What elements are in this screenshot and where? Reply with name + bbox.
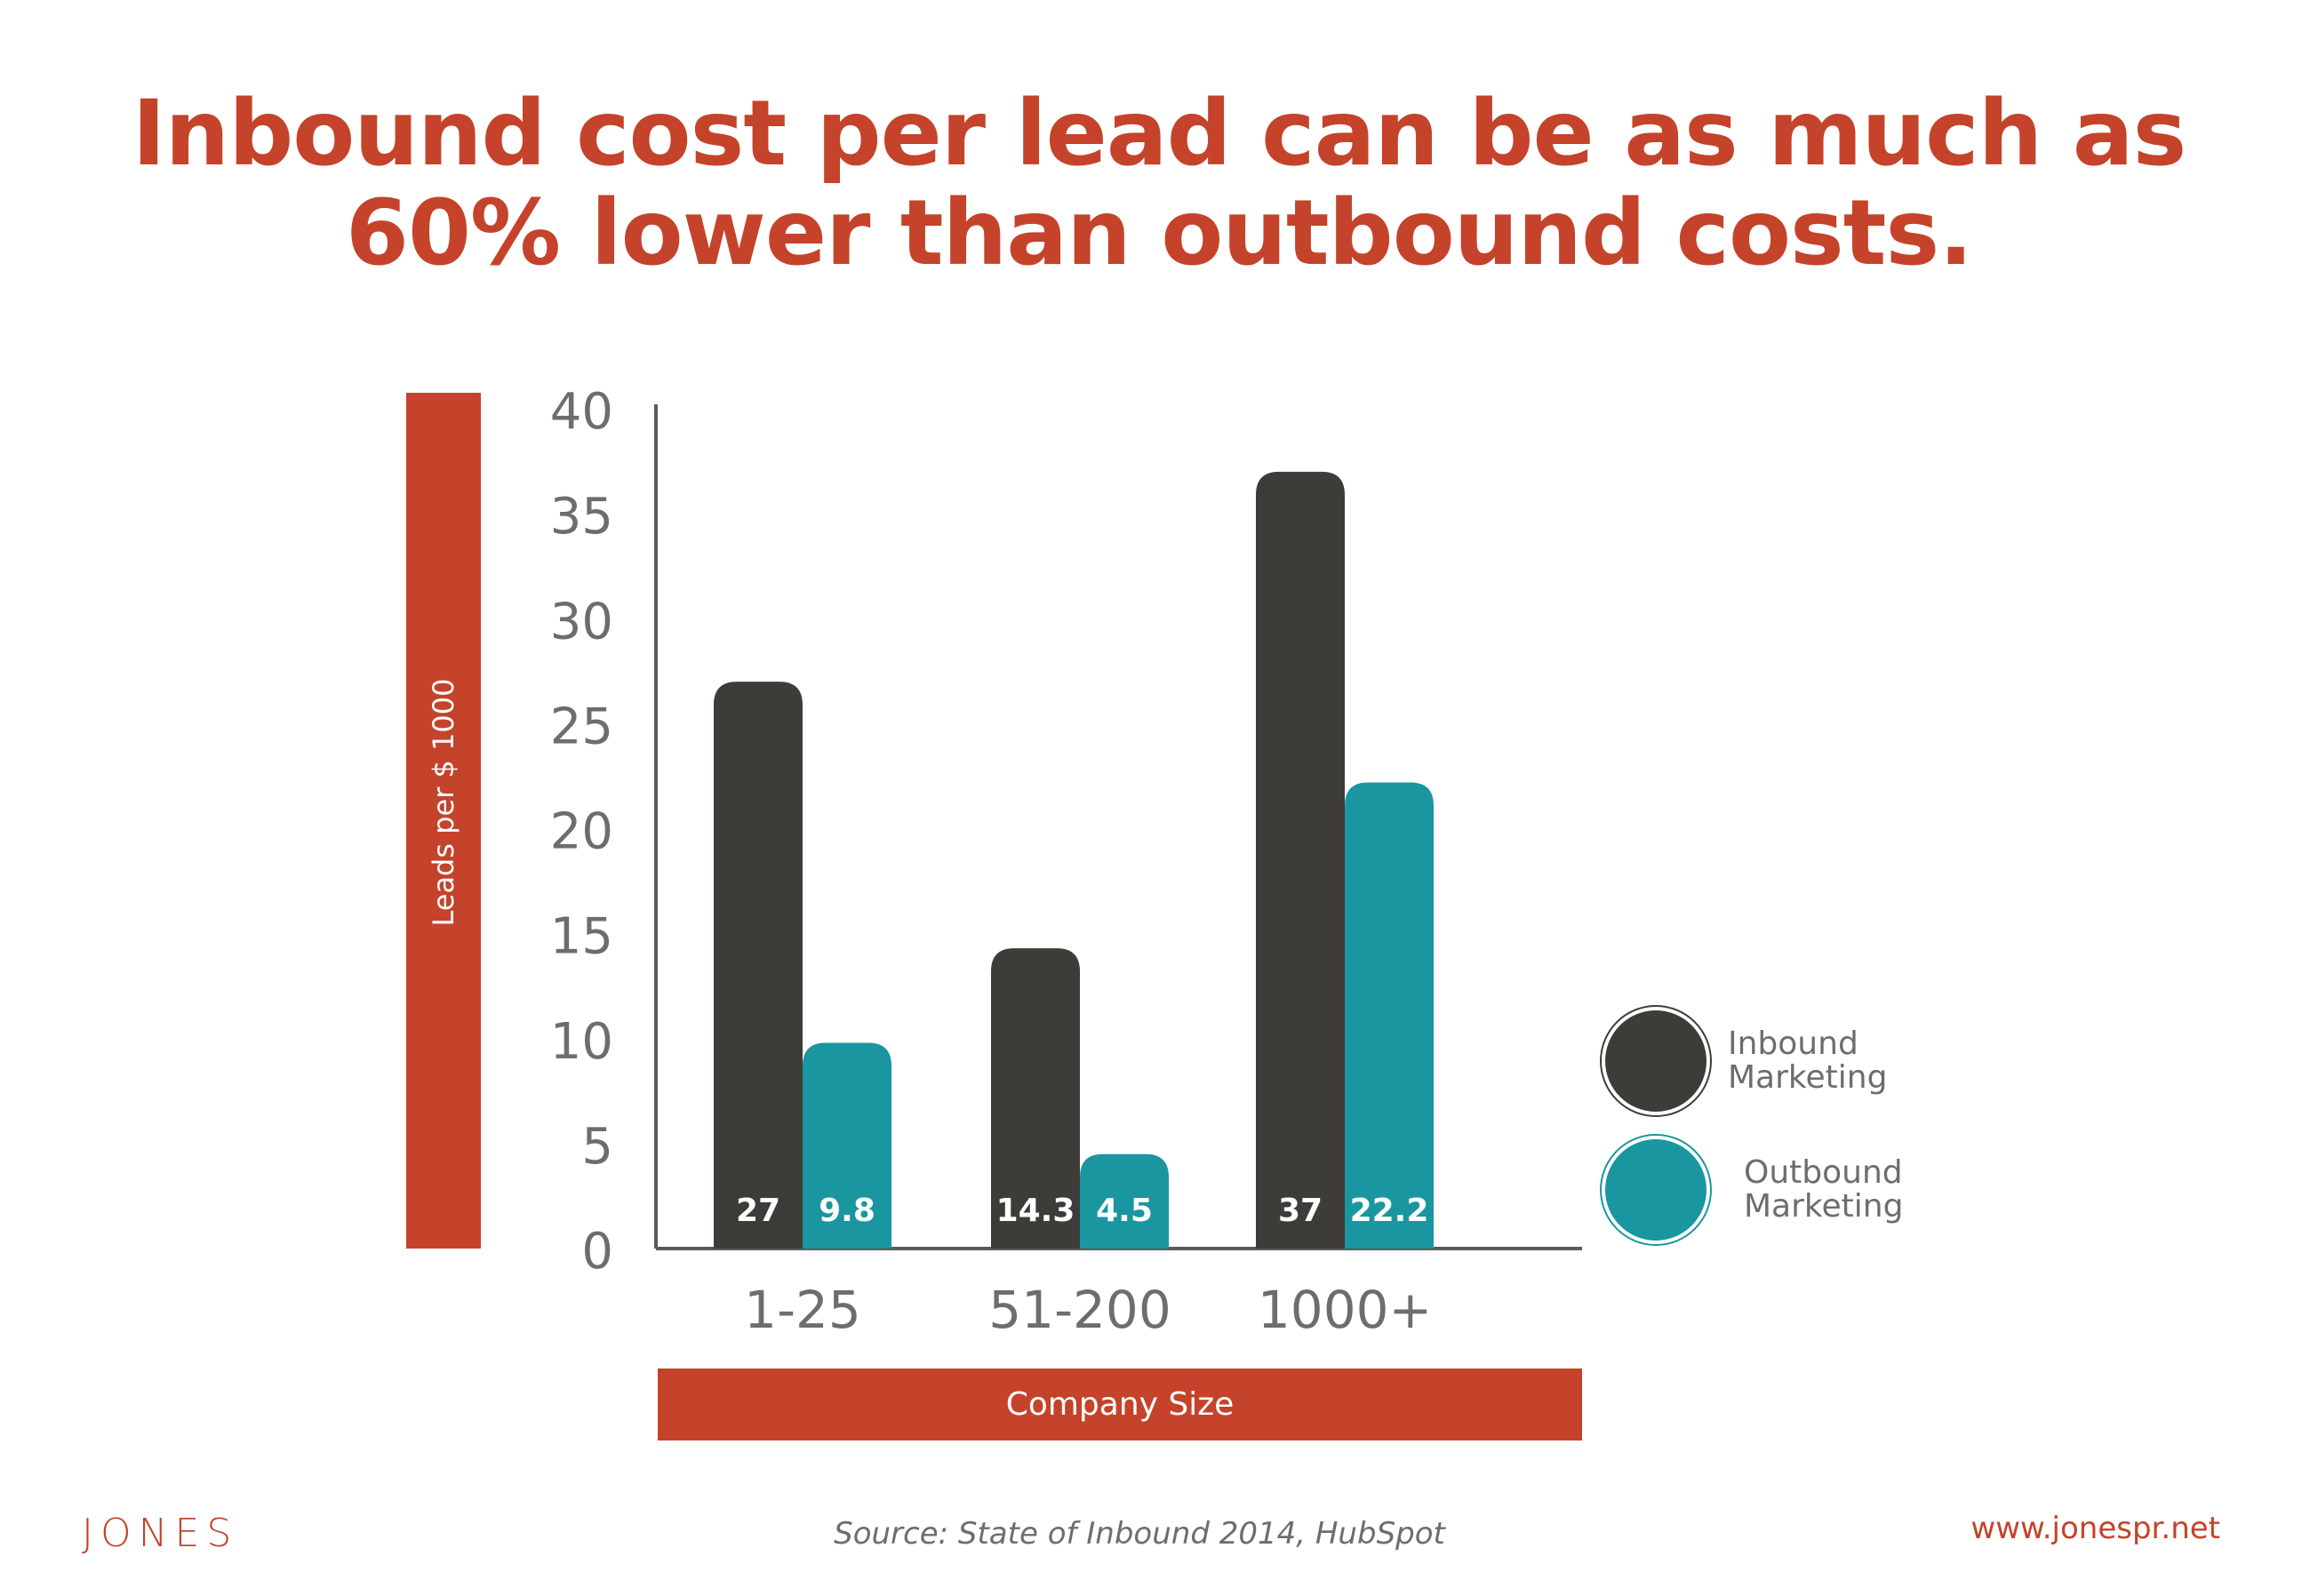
y-axis-label-bar — [406, 393, 481, 1249]
bar — [803, 1042, 891, 1249]
y-tick-label: 25 — [550, 698, 613, 755]
chart-title-line-1: Inbound cost per lead can be as much as — [132, 81, 2187, 187]
source-note: Source: State of Inbound 2014, HubSpot — [834, 1516, 1445, 1552]
legend-label-inbound-line-1: Inbound — [1728, 1025, 1858, 1062]
y-tick-label: 20 — [550, 803, 613, 861]
bar-data-label: 4.5 — [1096, 1193, 1153, 1229]
y-tick-label: 40 — [550, 383, 613, 441]
legend-item-outbound: Outbound Marketing — [1605, 1139, 1939, 1241]
bar — [1345, 782, 1434, 1249]
legend-swatch-outbound — [1605, 1139, 1707, 1241]
bar-data-label: 9.8 — [819, 1193, 875, 1229]
legend-label-inbound: Inbound Marketing — [1728, 1027, 1923, 1095]
y-tick-label: 30 — [550, 593, 613, 650]
x-tick-label: 51-200 — [988, 1280, 1171, 1340]
y-tick-label: 5 — [581, 1118, 613, 1176]
bar-data-label: 14.3 — [996, 1193, 1075, 1229]
legend-label-outbound: Outbound Marketing — [1744, 1156, 1939, 1224]
legend-swatch-inbound — [1605, 1010, 1707, 1112]
legend-label-outbound-line-1: Outbound — [1744, 1154, 1903, 1191]
jones-logo: JONES — [82, 1511, 239, 1556]
x-tick-label: 1-25 — [744, 1280, 861, 1340]
legend-label-inbound-line-2: Marketing — [1728, 1059, 1888, 1096]
y-tick-label: 15 — [550, 908, 613, 966]
bar — [1080, 1153, 1169, 1249]
y-tick-label: 10 — [550, 1013, 613, 1071]
x-axis-label-bar: Company Size — [658, 1369, 1582, 1440]
bar — [1256, 471, 1345, 1249]
bar-data-label: 27 — [736, 1193, 780, 1229]
y-tick-label: 35 — [550, 488, 613, 546]
x-tick-label: 1000+ — [1258, 1280, 1432, 1340]
x-axis-label: Company Size — [1005, 1386, 1235, 1423]
chart-title: Inbound cost per lead can be as much as … — [0, 84, 2318, 283]
website-link[interactable]: www.jonespr.net — [1970, 1511, 2220, 1546]
legend-item-inbound: Inbound Marketing — [1605, 1010, 1923, 1112]
bar — [714, 682, 803, 1249]
bar-data-label: 37 — [1278, 1193, 1323, 1229]
y-tick-label: 0 — [581, 1223, 613, 1281]
bar — [991, 948, 1080, 1249]
bar-data-label: 22.2 — [1350, 1193, 1429, 1229]
legend-label-outbound-line-2: Marketing — [1744, 1188, 1904, 1225]
chart-title-line-2: 60% lower than outbound costs. — [345, 180, 1973, 286]
